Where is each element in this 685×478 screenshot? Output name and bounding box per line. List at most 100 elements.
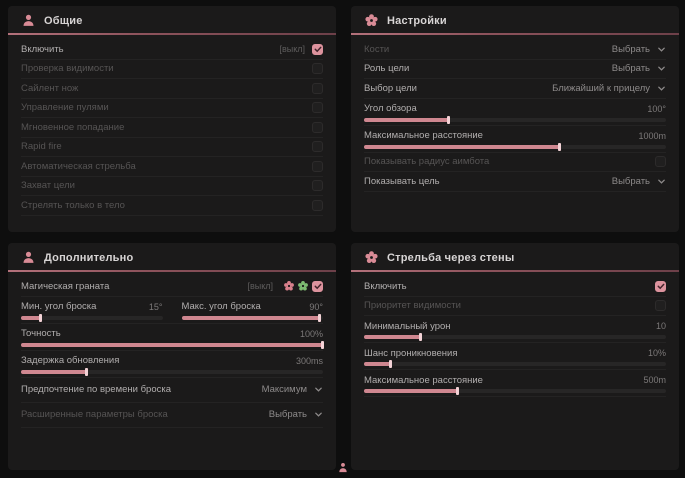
panel-title: Общие [44,14,83,27]
row-accuracy: Точность 100% [21,324,324,351]
checkbox[interactable] [312,141,323,153]
slider-thumb[interactable] [389,360,393,368]
panel-title: Настройки [387,14,447,27]
row-label: Приоритет видимости [364,300,461,312]
header-divider [8,33,336,35]
row-rapid-fire[interactable]: Rapid fire [21,138,323,157]
panel-general-rows: Включить [выкл] Проверка видимости Сайле… [8,35,336,216]
row-auto-fire[interactable]: Автоматическая стрельба [21,157,323,177]
row-label: Стрелять только в тело [21,199,125,211]
row-update-delay: Задержка обновления 300ms [21,351,323,378]
slider-value: 300ms [295,355,323,366]
row-throw-time-pref[interactable]: Предпочтение по времени броска Максимум [21,378,323,403]
update-delay-slider[interactable] [21,367,323,376]
throw-time-dropdown[interactable]: Максимум [262,384,323,395]
checkbox-checked[interactable] [312,280,323,292]
chevron-down-icon [315,412,322,417]
row-max-distance: Максимальное расстояние 500m [364,370,666,397]
checkbox[interactable] [655,156,666,168]
header-divider [8,270,336,272]
checkbox-checked[interactable] [655,280,666,292]
penetration-chance-slider[interactable] [364,360,666,368]
min-throw-angle-slider[interactable] [21,313,163,322]
slider-thumb[interactable] [558,142,562,151]
checkbox[interactable] [655,300,666,312]
row-enable[interactable]: Включить [364,277,666,297]
row-bones[interactable]: Кости Выбрать [364,40,666,60]
max-throw-angle-slider[interactable] [181,313,323,322]
dropdown-value: Ближайший к прицелу [552,82,650,94]
row-visibility-priority[interactable]: Приоритет видимости [364,297,666,316]
row-magic-grenade[interactable]: Магическая граната [выкл] [21,277,323,297]
show-target-dropdown[interactable]: Выбрать [612,176,666,187]
header-divider [351,33,679,35]
panel-settings: Настройки Кости Выбрать Роль цели Выбрат… [351,6,679,232]
max-distance-slider[interactable] [364,142,666,151]
accuracy-slider[interactable] [21,340,324,349]
slider-label: Задержка обновления [21,355,120,366]
checkbox[interactable] [312,102,323,114]
slider-thumb[interactable] [318,313,322,322]
max-distance-slider[interactable] [364,387,666,395]
slider-thumb[interactable] [419,333,423,341]
slider-thumb[interactable] [455,387,459,395]
row-advanced-throw[interactable]: Расширенные параметры броска Выбрать [21,403,323,428]
checkbox[interactable] [312,160,323,172]
target-selection-dropdown[interactable]: Ближайший к прицелу [552,83,666,94]
slider-label: Шанс проникновения [364,347,458,359]
slider-thumb[interactable] [446,115,450,124]
checkbox-checked[interactable] [312,43,323,55]
state-text: [выкл] [247,281,273,292]
panel-additional-header: Дополнительно [8,243,336,270]
checkbox[interactable] [312,121,323,133]
row-label: Показывать цель [364,175,440,187]
target-role-dropdown[interactable]: Выбрать [612,63,666,74]
row-label: Автоматическая стрельба [21,160,136,172]
gear-flower-icon [365,14,378,27]
row-enable[interactable]: Включить [выкл] [21,40,323,60]
slider-thumb[interactable] [321,340,324,349]
panel-title: Дополнительно [44,251,134,264]
slider-fill [364,333,423,341]
row-show-aim-radius[interactable]: Показывать радиус аимбота [364,153,666,172]
row-body-only[interactable]: Стрелять только в тело [21,196,323,216]
slider-label: Максимальное расстояние [364,130,483,141]
row-label: Проверка видимости [21,63,114,75]
row-target-selection[interactable]: Выбор цели Ближайший к прицелу [364,79,666,99]
flower-pink-icon[interactable] [284,281,294,291]
slider-label: Угол обзора [364,103,417,114]
bones-dropdown[interactable]: Выбрать [612,44,666,55]
row-bullet-control[interactable]: Управление пулями [21,99,323,118]
checkbox[interactable] [312,63,323,75]
row-label: Магическая граната [21,280,110,292]
slider-thumb[interactable] [85,367,89,376]
slider-label: Мин. угол броска [21,301,97,312]
panel-settings-header: Настройки [351,6,679,33]
slider-label: Минимальный урон [364,320,451,332]
row-target-lock[interactable]: Захват цели [21,177,323,196]
check-icon [657,283,664,290]
row-visibility-check[interactable]: Проверка видимости [21,60,323,79]
row-instant-hit[interactable]: Мгновенное попадание [21,118,323,138]
row-target-role[interactable]: Роль цели Выбрать [364,60,666,79]
slider-fill [21,367,89,376]
slider-thumb[interactable] [38,313,42,322]
magic-grenade-controls: [выкл] [247,280,323,292]
row-throw-angles: Мин. угол броска 15° Макс. угол броска 9… [21,297,323,324]
row-label: Управление пулями [21,102,109,114]
slider-value: 500m [643,375,666,385]
checkbox[interactable] [312,180,323,192]
slider-value: 15° [148,301,163,312]
panel-wallbang: Стрельба через стены Включить Приоритет … [351,243,679,470]
row-show-target[interactable]: Показывать цель Выбрать [364,172,666,192]
flower-green-icon[interactable] [298,281,308,291]
advanced-throw-dropdown[interactable]: Выбрать [269,409,323,420]
checkbox[interactable] [312,199,323,211]
min-damage-slider[interactable] [364,333,666,341]
row-silent-knife[interactable]: Сайлент нож [21,79,323,99]
row-label: Rapid fire [21,141,62,153]
checkbox[interactable] [312,82,323,94]
chevron-down-icon [658,66,665,71]
row-label: Включить [364,280,407,292]
fov-slider[interactable] [364,115,666,124]
